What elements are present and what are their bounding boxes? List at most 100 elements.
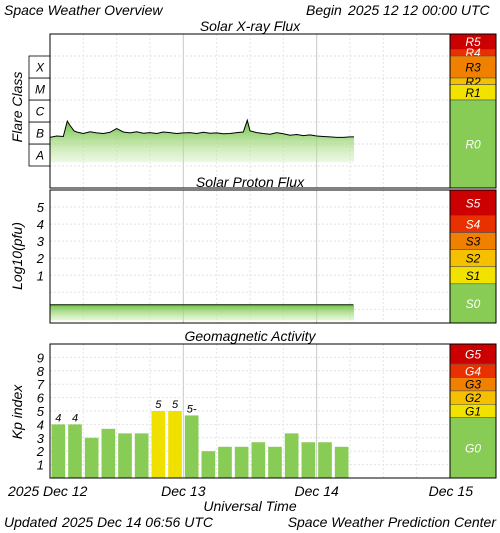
proton-y-tick-5: 5	[37, 200, 45, 215]
scale-label-s2: S2	[466, 252, 481, 266]
proton-y-tick-4: 4	[37, 217, 44, 232]
solar-radiation-scale: S5 S4 S3 S2 S1 S0	[449, 189, 497, 324]
kp-value-label: 5	[172, 399, 179, 411]
proton-plot	[49, 304, 354, 321]
proton-title: Solar Proton Flux	[196, 174, 305, 190]
scale-label-s0: S0	[466, 297, 481, 311]
scale-label-g5: G5	[465, 348, 481, 362]
kp-y-tick-4: 4	[37, 417, 44, 432]
updated-label: Updated	[4, 514, 58, 530]
scale-frame	[449, 343, 497, 479]
class-band-label-b: B	[36, 127, 44, 141]
scale-label-r0: R0	[465, 138, 481, 152]
kp-bar	[234, 446, 249, 478]
x-tick-labels: 2025 Dec 12 Dec 13 Dec 14 Dec 15	[7, 483, 473, 499]
kp-y-tick-1: 1	[37, 458, 44, 473]
kp-value-label: 5-	[187, 403, 197, 415]
kp-y-tick-3: 3	[37, 431, 45, 446]
proton-grid	[50, 190, 450, 323]
scale-frame	[449, 189, 497, 324]
kp-y-tick-2: 2	[36, 444, 45, 459]
begin-value: 2025 12 12 00:00 UTC	[347, 2, 491, 18]
x-axis-label: Universal Time	[203, 498, 296, 514]
scale-label-g2: G2	[465, 391, 481, 405]
kp-bar	[201, 451, 216, 478]
kp-bar	[84, 437, 99, 478]
scale-level-g0	[449, 417, 497, 479]
xray-grid	[50, 34, 450, 188]
kp-y-tick-6: 6	[37, 391, 45, 406]
class-band-label-m: M	[35, 83, 45, 97]
scale-label-g0: G0	[465, 441, 481, 455]
scale-level-r0	[449, 99, 497, 189]
scale-label-r3: R3	[465, 61, 481, 75]
kp-bar	[284, 433, 299, 478]
kp-bar	[134, 433, 149, 478]
class-band-label-c: C	[36, 105, 45, 119]
kp-bar	[118, 433, 132, 478]
kp-bar	[334, 446, 349, 478]
xray-plot	[49, 118, 354, 163]
xray-title: Solar X-ray Flux	[200, 18, 301, 34]
proton-ylabel: Log10(pfu)	[9, 222, 25, 290]
proton-y-tick-2: 2	[36, 251, 45, 266]
kp-y-tick-9: 9	[37, 350, 44, 365]
xray-flux-area	[50, 120, 354, 163]
x-tick-label: Dec 13	[161, 483, 206, 499]
kp-bar	[318, 442, 332, 478]
x-tick-label: Dec 15	[429, 483, 474, 499]
scale-label-g3: G3	[465, 378, 481, 392]
kp-bar	[184, 415, 199, 478]
page-title: Space Weather Overview	[4, 2, 163, 18]
kp-bar	[101, 428, 116, 478]
kp-bar	[218, 446, 232, 478]
xray-flux-line	[49, 118, 354, 138]
scale-label-r5: R5	[465, 35, 481, 49]
kp-title: Geomagnetic Activity	[185, 328, 317, 344]
updated-value: 2025 Dec 14 06:56 UTC	[61, 514, 214, 530]
proton-y-tick-1: 1	[37, 268, 44, 283]
x-tick-label: Dec 14	[294, 483, 339, 499]
class-band-label-a: A	[35, 149, 44, 163]
scale-frame	[449, 33, 497, 189]
scale-label-s3: S3	[466, 235, 481, 249]
kp-bar	[68, 424, 82, 478]
kp-value-label: 4	[72, 412, 78, 424]
class-band-label-x: X	[35, 61, 45, 75]
kp-bar	[301, 442, 316, 478]
kp-ylabel: Kp index	[9, 384, 25, 439]
xray-ylabel: Flare Class	[9, 72, 25, 143]
kp-grid	[50, 344, 450, 478]
scale-label-s1: S1	[466, 269, 481, 283]
scale-label-s4: S4	[466, 218, 481, 232]
kp-value-label: 4	[55, 412, 61, 424]
kp-y-tick-5: 5	[37, 404, 45, 419]
kp-y-tick-7: 7	[37, 377, 45, 392]
kp-bar	[168, 411, 182, 478]
proton-y-ticks: 1 2 3 4 5	[36, 200, 45, 283]
begin-label: Begin	[306, 2, 342, 18]
kp-bars: 4 4 5 5 5-	[51, 399, 349, 478]
kp-panel: Geomagnetic Activity Kp index 4 45 5 5- 123…	[9, 328, 497, 479]
scale-label-g4: G4	[465, 364, 481, 378]
proton-flux-area	[50, 304, 354, 321]
proton-flux-line	[49, 304, 353, 306]
proton-y-tick-3: 3	[37, 234, 45, 249]
scale-label-s5: S5	[466, 196, 481, 210]
kp-bar	[51, 424, 66, 478]
kp-bar	[268, 446, 282, 478]
scale-label-g1: G1	[465, 405, 481, 419]
kp-value-label: 5	[155, 399, 162, 411]
kp-y-tick-8: 8	[37, 364, 45, 379]
kp-bar	[151, 411, 166, 478]
kp-bar	[251, 442, 266, 478]
credit-text: Space Weather Prediction Center	[288, 514, 498, 530]
scale-label-r1: R1	[465, 86, 480, 100]
